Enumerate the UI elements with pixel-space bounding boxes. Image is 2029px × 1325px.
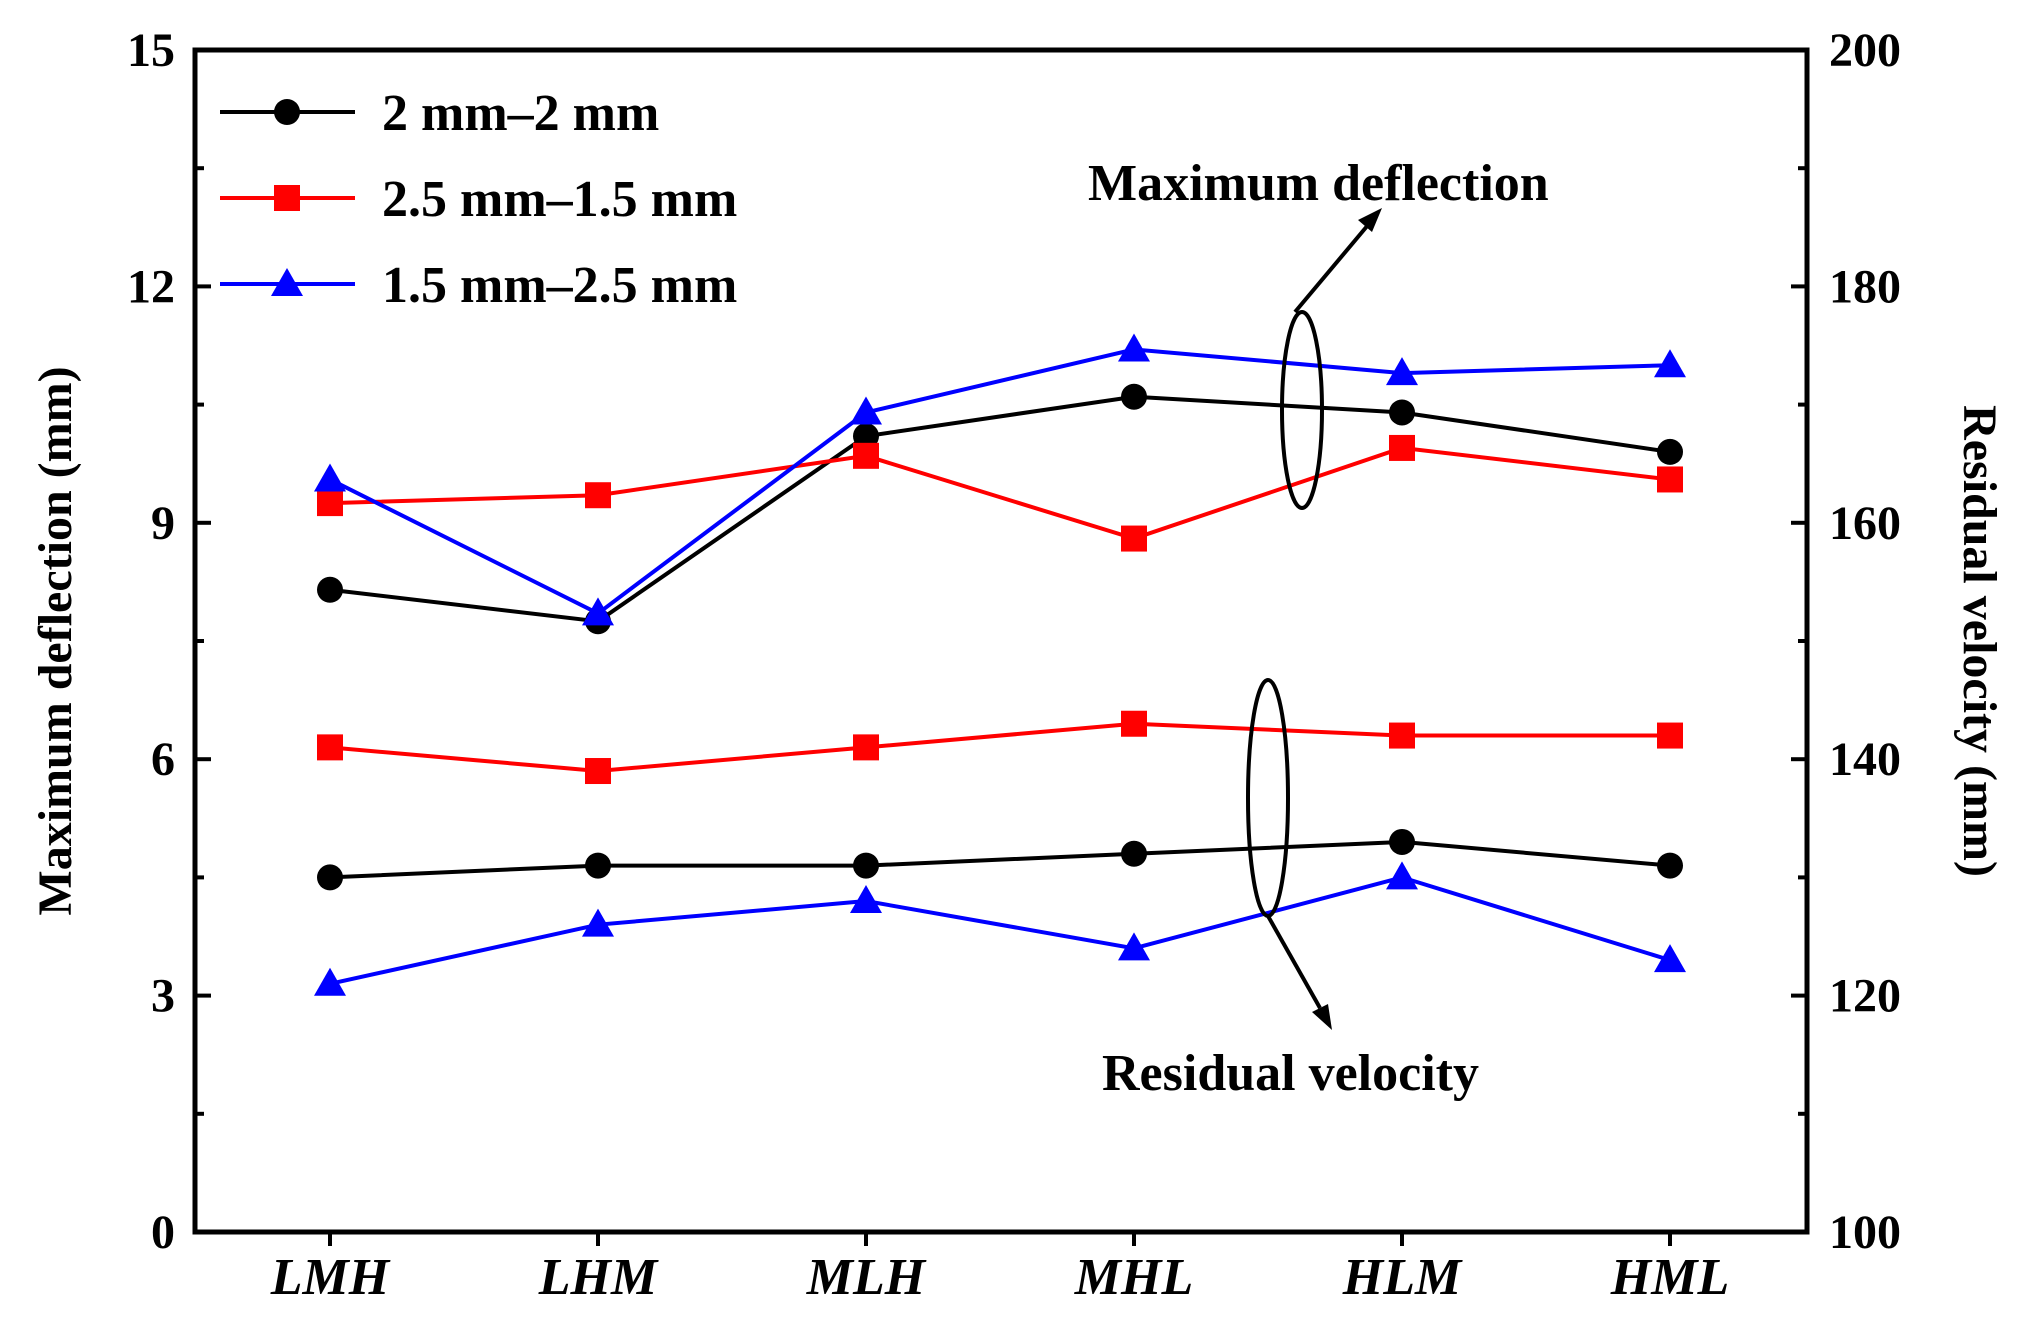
velocity-point [1118,932,1150,961]
deflection-arrow-line [1293,223,1370,314]
velocity-point [1386,861,1418,890]
deflection-series-line [329,347,1671,616]
deflection-point [1386,357,1418,386]
deflection-arrow-head [1358,208,1382,232]
deflection-point [850,396,882,425]
velocity-series-line [329,875,1671,986]
left-tick-label: 6 [151,733,175,786]
velocity-series-line [329,721,1670,774]
deflection-ellipse [1280,310,1324,510]
deflection-series-line [329,445,1671,541]
series-group [314,333,1686,996]
legend-marker-shape [271,268,303,296]
legend: 2 mm–2 mm 2.5 mm–1.5 mm 1.5 mm–2.5 mm [220,85,737,314]
legend-marker-1 [274,185,300,211]
left-tick-label: 15 [127,24,175,77]
right-tick-label: 140 [1829,733,1901,786]
right-tick-label: 160 [1829,497,1901,550]
deflection-point [1121,525,1147,552]
x-tick-label: LHM [538,1249,659,1306]
deflection-point [1657,438,1683,465]
deflection-point [317,576,343,603]
deflection-point [582,597,614,626]
velocity-point [850,885,882,914]
series-group [317,434,1683,785]
velocity-point [317,734,343,761]
deflection-point [1654,349,1686,378]
velocity-point [585,852,611,879]
legend-marker-2 [271,268,303,296]
velocity-series-line [329,839,1671,880]
deflection-point [1389,399,1415,426]
legend-label-2: 1.5 mm–2.5 mm [382,257,737,314]
velocity-point [1654,944,1686,973]
x-tick-label: LMH [270,1249,391,1306]
left-tick-label: 3 [151,970,175,1023]
right-tick-label: 200 [1829,24,1901,77]
velocity-point [1121,840,1147,867]
velocity-point [1121,710,1147,737]
velocity-point [1657,852,1683,879]
deflection-point [314,463,346,492]
velocity-ellipse [1246,678,1290,918]
velocity-arrow-line [1266,915,1322,1009]
velocity-point [1389,828,1415,855]
deflection-point [1121,383,1147,410]
velocity-annotation-label: Residual velocity [1102,1045,1479,1102]
series-group [317,383,1683,891]
legend-marker-shape [274,185,300,211]
x-tick-label: HML [1610,1249,1729,1306]
velocity-arrow-head [1312,1004,1332,1030]
right-tick-label: 120 [1829,970,1901,1023]
right-tick-label: 100 [1829,1206,1901,1259]
velocity-point [582,908,614,937]
velocity-point [1389,722,1415,749]
legend-marker-0 [274,99,300,125]
legend-label-1: 2.5 mm–1.5 mm [382,171,737,228]
deflection-annotation: Maximum deflection [1088,155,1549,510]
left-axis-title: Maximum deflection (mm) [29,366,82,915]
velocity-point [585,758,611,785]
left-tick-label: 0 [151,1206,175,1259]
velocity-point [853,734,879,761]
right-axis-title: Residual velocity (mm) [1953,405,2006,877]
velocity-point [853,852,879,879]
deflection-point [1118,333,1150,362]
deflection-annotation-label: Maximum deflection [1088,155,1549,212]
x-tick-label: MLH [806,1249,927,1306]
left-tick-label: 9 [151,497,175,550]
left-tick-label: 12 [127,260,175,313]
ticks: 0 3 6 9 12 15 100 120 140 160 180 200 LMH LHM MLH MHL HL… [127,24,1901,1306]
velocity-point [1657,722,1683,749]
deflection-point [853,423,879,450]
velocity-annotation: Residual velocity [1102,678,1479,1102]
deflection-point [317,490,343,517]
velocity-point [317,864,343,891]
x-tick-label: MHL [1074,1249,1193,1306]
series-layer [314,333,1686,996]
deflection-point [853,442,879,469]
legend-label-0: 2 mm–2 mm [382,85,659,142]
right-tick-label: 180 [1829,260,1901,313]
x-tick-label: HLM [1342,1249,1463,1306]
velocity-point [314,967,346,996]
deflection-series-line [329,394,1671,624]
deflection-point [1389,434,1415,461]
legend-marker-shape [274,99,300,125]
deflection-point [1657,466,1683,493]
deflection-point [585,482,611,509]
